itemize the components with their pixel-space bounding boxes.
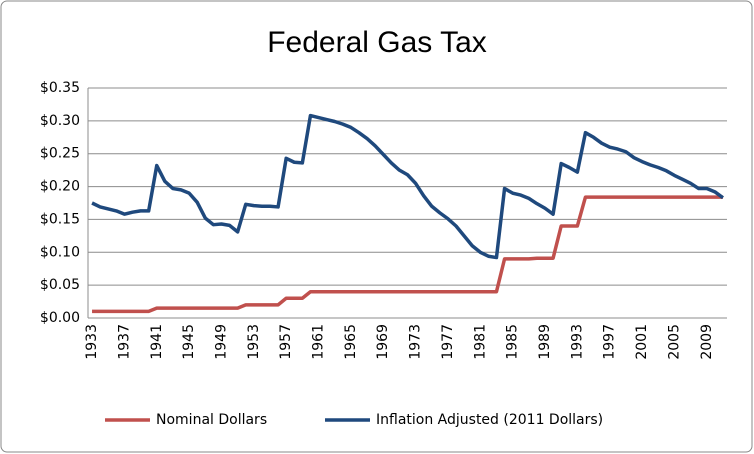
y-tick-label: $0.30	[40, 113, 80, 129]
x-tick-label: 2009	[699, 324, 715, 360]
x-tick-label: 1957	[278, 324, 294, 360]
x-tick-label: 1961	[311, 324, 327, 360]
x-tick-label: 2005	[666, 324, 682, 360]
x-tick-label: 1941	[149, 324, 165, 360]
x-tick-label: 1985	[505, 324, 521, 360]
y-tick-label: $0.35	[40, 80, 80, 96]
legend-label: Nominal Dollars	[156, 412, 267, 428]
y-tick-label: $0.20	[40, 179, 80, 195]
x-tick-label: 1981	[472, 324, 488, 360]
x-tick-label: 1945	[181, 324, 197, 360]
x-tick-label: 1949	[213, 324, 229, 360]
x-tick-label: 1997	[602, 324, 618, 360]
x-tick-label: 1969	[375, 324, 391, 360]
x-tick-label: 1993	[569, 324, 585, 360]
x-tick-label: 1937	[116, 324, 132, 360]
y-tick-label: $0.00	[40, 310, 80, 326]
x-tick-label: 1989	[537, 324, 553, 360]
x-tick-label: 1933	[84, 324, 100, 360]
legend-label: Inflation Adjusted (2011 Dollars)	[376, 412, 603, 428]
x-tick-label: 1977	[440, 324, 456, 360]
x-tick-label: 1953	[246, 324, 262, 360]
y-tick-label: $0.25	[40, 146, 80, 162]
series-line	[92, 195, 723, 314]
x-tick-label: 2001	[634, 324, 650, 360]
y-tick-label: $0.15	[40, 211, 80, 227]
y-tick-label: $0.05	[40, 277, 80, 293]
y-tick-label: $0.10	[40, 244, 80, 260]
series-line	[91, 113, 724, 260]
chart-title: Federal Gas Tax	[267, 26, 487, 59]
x-tick-label: 1965	[343, 324, 359, 360]
x-tick-label: 1973	[408, 324, 424, 360]
